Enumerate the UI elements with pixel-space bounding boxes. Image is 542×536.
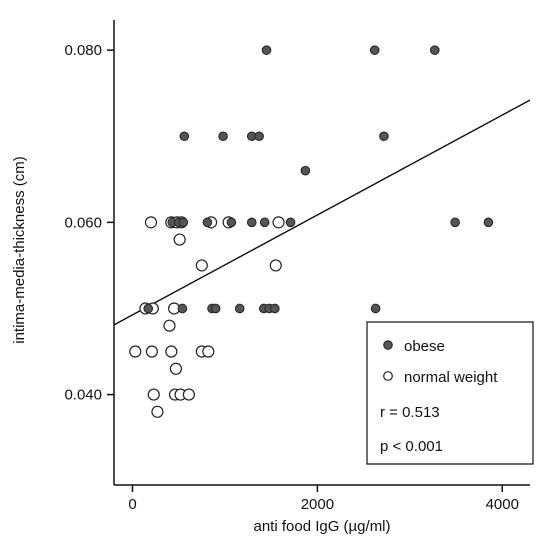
x-tick-label: 2000 — [301, 496, 334, 513]
y-tick-label: 0.080 — [64, 42, 102, 59]
point-obese — [370, 303, 381, 314]
point-obese — [202, 217, 213, 228]
annotation-p-value: p < 0.001 — [380, 438, 443, 455]
point-obese — [285, 217, 296, 228]
legend-label-normal-weight: normal weight — [404, 369, 498, 386]
point-obese — [234, 303, 245, 314]
point-obese — [300, 165, 311, 176]
point-obese — [379, 131, 389, 142]
point-obese — [270, 303, 280, 314]
point-obese — [178, 217, 189, 228]
point-normal-weight — [147, 388, 160, 401]
point-obese — [210, 303, 221, 314]
point-obese — [226, 217, 237, 228]
legend-label-obese: obese — [404, 338, 445, 355]
axis-ticks: 0.040 0.060 0.080 0 2000 4000 — [64, 42, 519, 513]
point-obese — [246, 217, 257, 228]
point-normal-weight — [129, 345, 142, 358]
point-normal-weight — [272, 216, 285, 229]
legend: obese normal weight r = 0.513 p < 0.001 — [366, 321, 534, 465]
point-normal-weight — [202, 345, 215, 358]
point-normal-weight — [151, 405, 164, 418]
point-obese — [259, 217, 270, 228]
x-tick-label: 0 — [128, 496, 136, 513]
point-obese — [218, 131, 228, 142]
y-tick-label: 0.040 — [64, 387, 102, 404]
point-normal-weight — [195, 259, 208, 272]
legend-marker-normal-weight — [383, 371, 393, 381]
point-obese — [429, 45, 440, 55]
point-normal-weight — [145, 345, 159, 358]
point-normal-weight — [165, 345, 178, 358]
legend-marker-obese — [383, 340, 393, 350]
point-obese — [483, 217, 494, 228]
legend-box — [366, 321, 534, 465]
x-axis-label: anti food IgG (µg/ml) — [253, 518, 390, 535]
point-obese — [369, 45, 380, 55]
point-obese — [177, 303, 188, 314]
point-normal-weight — [163, 319, 176, 332]
point-obese — [261, 45, 272, 55]
point-normal-weight — [269, 259, 282, 272]
x-tick-label: 4000 — [486, 496, 519, 513]
point-obese — [143, 303, 154, 314]
y-tick-label: 0.060 — [64, 214, 102, 231]
point-normal-weight — [169, 362, 183, 375]
point-normal-weight — [144, 216, 158, 229]
y-axis-label: intima-media-thickness (cm) — [11, 156, 28, 344]
annotation-r-value: r = 0.513 — [380, 404, 440, 421]
point-obese — [179, 131, 190, 142]
point-normal-weight — [173, 233, 186, 246]
regression-line — [113, 99, 531, 326]
data-points — [129, 45, 494, 418]
plot-frame — [113, 20, 530, 486]
point-obese — [450, 217, 460, 228]
point-obese — [254, 131, 264, 142]
point-normal-weight — [182, 388, 195, 401]
